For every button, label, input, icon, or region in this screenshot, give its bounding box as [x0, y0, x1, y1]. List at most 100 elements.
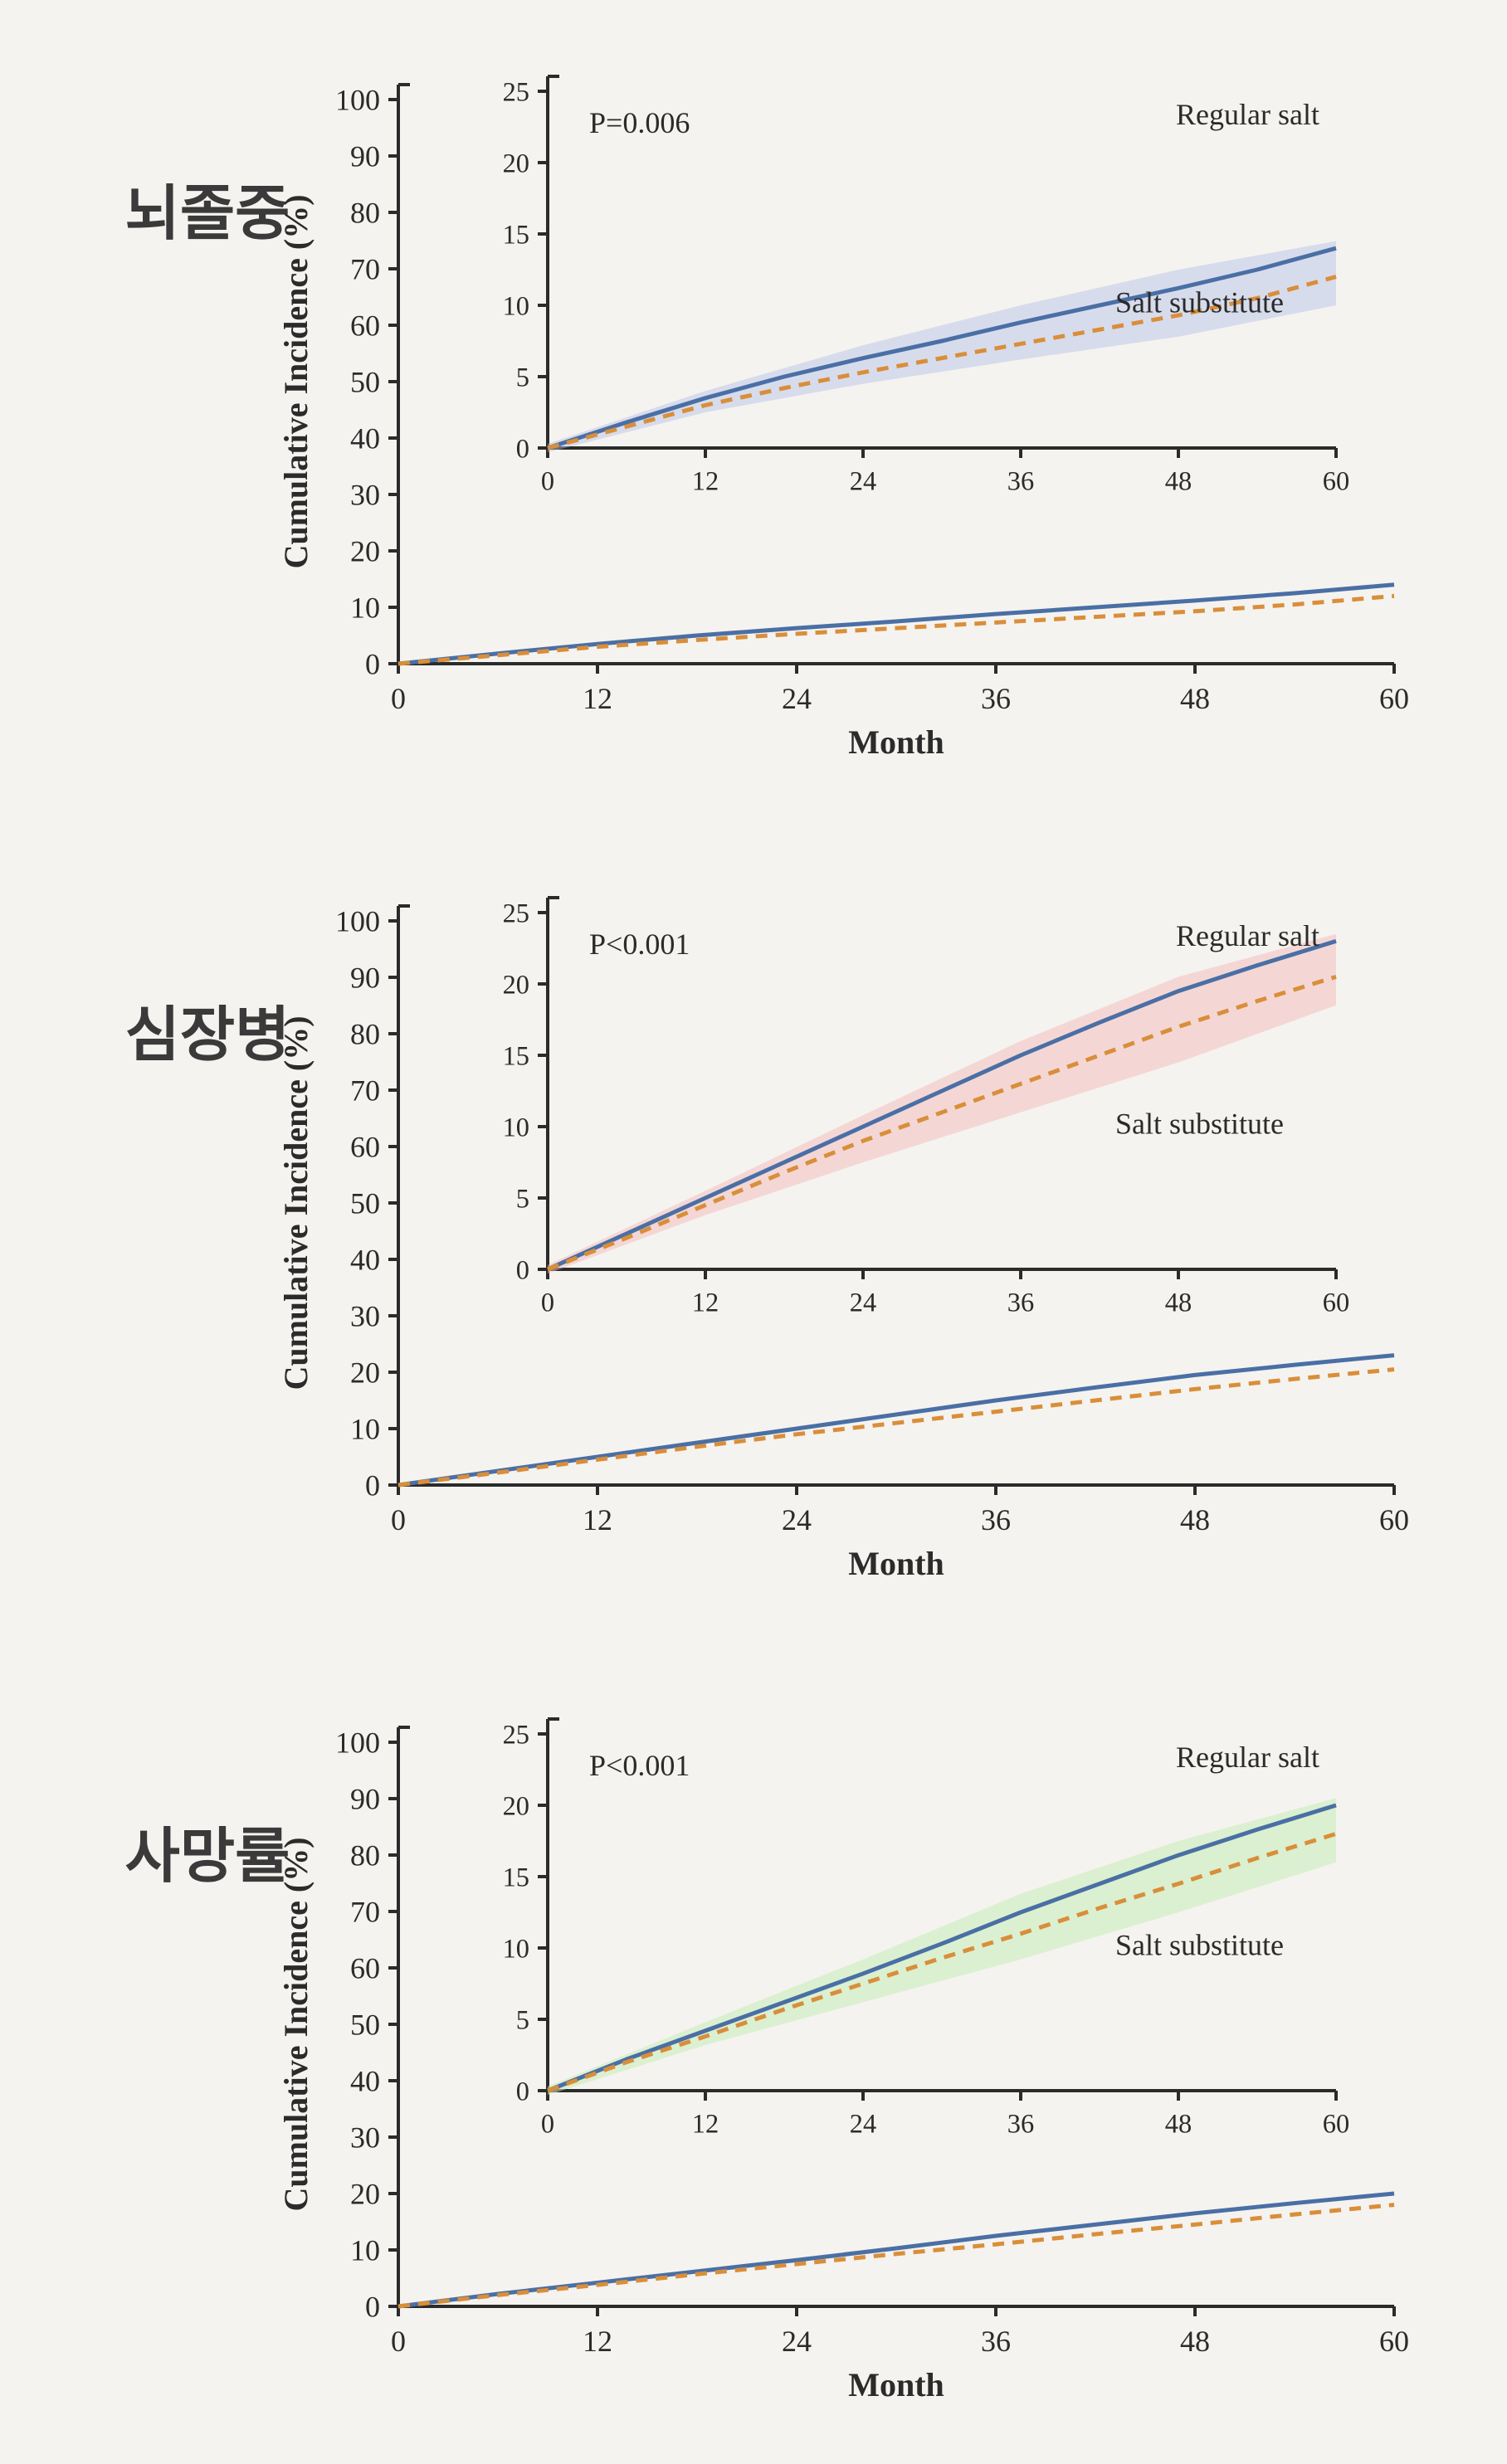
svg-text:90: 90 — [350, 140, 380, 173]
svg-text:80: 80 — [350, 1018, 380, 1051]
svg-text:15: 15 — [503, 220, 529, 250]
svg-text:10: 10 — [350, 592, 380, 625]
svg-text:10: 10 — [503, 291, 529, 321]
svg-text:24: 24 — [782, 2325, 812, 2358]
svg-text:40: 40 — [350, 422, 380, 455]
svg-text:0: 0 — [365, 1469, 380, 1502]
svg-text:5: 5 — [516, 2005, 529, 2035]
svg-text:0: 0 — [541, 466, 554, 496]
svg-text:24: 24 — [782, 1503, 812, 1536]
svg-text:20: 20 — [503, 149, 529, 178]
svg-text:0: 0 — [391, 682, 406, 715]
svg-text:50: 50 — [350, 366, 380, 399]
svg-text:12: 12 — [692, 1288, 719, 1317]
svg-text:48: 48 — [1165, 2109, 1192, 2139]
chart-cvd: 010203040506070809010001224364860Cumulat… — [0, 821, 1507, 1643]
svg-text:36: 36 — [1007, 2109, 1034, 2139]
svg-text:60: 60 — [1379, 1503, 1409, 1536]
svg-text:80: 80 — [350, 197, 380, 230]
svg-text:40: 40 — [350, 2065, 380, 2098]
svg-text:60: 60 — [1323, 466, 1349, 496]
svg-text:0: 0 — [365, 2291, 380, 2324]
x-axis-label: Month — [848, 723, 944, 761]
series-label-substitute: Salt substitute — [1115, 286, 1284, 319]
svg-text:20: 20 — [503, 1791, 529, 1821]
main-line-substitute — [398, 1370, 1394, 1485]
svg-text:50: 50 — [350, 1187, 380, 1220]
svg-text:0: 0 — [541, 2109, 554, 2139]
svg-text:30: 30 — [350, 479, 380, 512]
svg-text:0: 0 — [516, 2077, 529, 2106]
svg-text:36: 36 — [981, 682, 1011, 715]
svg-text:20: 20 — [350, 2178, 380, 2211]
main-line-substitute — [398, 2205, 1394, 2306]
y-axis-label: Cumulative Incidence (%) — [277, 1837, 315, 2211]
y-axis-label: Cumulative Incidence (%) — [277, 1015, 315, 1390]
svg-text:24: 24 — [850, 1288, 876, 1317]
svg-text:60: 60 — [1379, 682, 1409, 715]
svg-text:10: 10 — [503, 1934, 529, 1964]
svg-text:10: 10 — [503, 1113, 529, 1142]
series-label-regular: Regular salt — [1176, 98, 1319, 131]
svg-text:10: 10 — [350, 2234, 380, 2267]
svg-text:60: 60 — [1323, 1288, 1349, 1317]
svg-text:24: 24 — [782, 682, 812, 715]
svg-text:70: 70 — [350, 1074, 380, 1108]
svg-text:24: 24 — [850, 466, 876, 496]
svg-text:90: 90 — [350, 962, 380, 995]
series-label-substitute: Salt substitute — [1115, 1108, 1284, 1141]
svg-text:0: 0 — [391, 2325, 406, 2358]
svg-text:60: 60 — [1323, 2109, 1349, 2139]
svg-text:90: 90 — [350, 1783, 380, 1816]
main-line-substitute — [398, 596, 1394, 664]
x-axis-label: Month — [848, 1545, 944, 1582]
svg-text:36: 36 — [1007, 466, 1034, 496]
svg-text:60: 60 — [1379, 2325, 1409, 2358]
svg-text:25: 25 — [503, 77, 529, 107]
svg-text:36: 36 — [981, 1503, 1011, 1536]
svg-text:36: 36 — [1007, 1288, 1034, 1317]
svg-text:15: 15 — [503, 1863, 529, 1892]
svg-text:12: 12 — [583, 2325, 612, 2358]
panel-death: 사망률010203040506070809010001224364860Cumu… — [0, 1643, 1507, 2464]
svg-text:0: 0 — [516, 1255, 529, 1285]
svg-text:60: 60 — [350, 1131, 380, 1164]
svg-text:12: 12 — [692, 466, 719, 496]
x-axis-label: Month — [848, 2366, 944, 2403]
svg-text:10: 10 — [350, 1413, 380, 1446]
svg-text:48: 48 — [1180, 1503, 1210, 1536]
svg-text:25: 25 — [503, 898, 529, 928]
p-value-label: P<0.001 — [589, 1749, 690, 1782]
svg-text:30: 30 — [350, 2121, 380, 2155]
p-value-label: P=0.006 — [589, 106, 690, 139]
svg-text:0: 0 — [365, 648, 380, 681]
svg-text:48: 48 — [1165, 466, 1192, 496]
series-label-regular: Regular salt — [1176, 1741, 1319, 1774]
svg-text:0: 0 — [541, 1288, 554, 1317]
svg-text:12: 12 — [583, 682, 612, 715]
svg-text:80: 80 — [350, 1839, 380, 1872]
svg-text:100: 100 — [335, 84, 380, 117]
svg-text:40: 40 — [350, 1244, 380, 1277]
y-axis-label: Cumulative Incidence (%) — [277, 194, 315, 568]
svg-text:60: 60 — [350, 1952, 380, 1985]
svg-text:5: 5 — [516, 363, 529, 392]
svg-text:12: 12 — [692, 2109, 719, 2139]
svg-text:48: 48 — [1180, 682, 1210, 715]
inset-ci-band — [548, 241, 1336, 453]
svg-text:0: 0 — [516, 434, 529, 464]
chart-death: 010203040506070809010001224364860Cumulat… — [0, 1643, 1507, 2464]
svg-text:100: 100 — [335, 905, 380, 938]
svg-text:70: 70 — [350, 1896, 380, 1929]
p-value-label: P<0.001 — [589, 928, 690, 961]
svg-text:0: 0 — [391, 1503, 406, 1536]
svg-text:36: 36 — [981, 2325, 1011, 2358]
svg-text:70: 70 — [350, 253, 380, 286]
svg-text:15: 15 — [503, 1041, 529, 1071]
svg-text:5: 5 — [516, 1184, 529, 1214]
series-label-substitute: Salt substitute — [1115, 1929, 1284, 1962]
svg-text:20: 20 — [503, 970, 529, 1000]
panel-cvd: 심장병010203040506070809010001224364860Cumu… — [0, 821, 1507, 1643]
svg-text:20: 20 — [350, 535, 380, 568]
svg-text:48: 48 — [1165, 1288, 1192, 1317]
